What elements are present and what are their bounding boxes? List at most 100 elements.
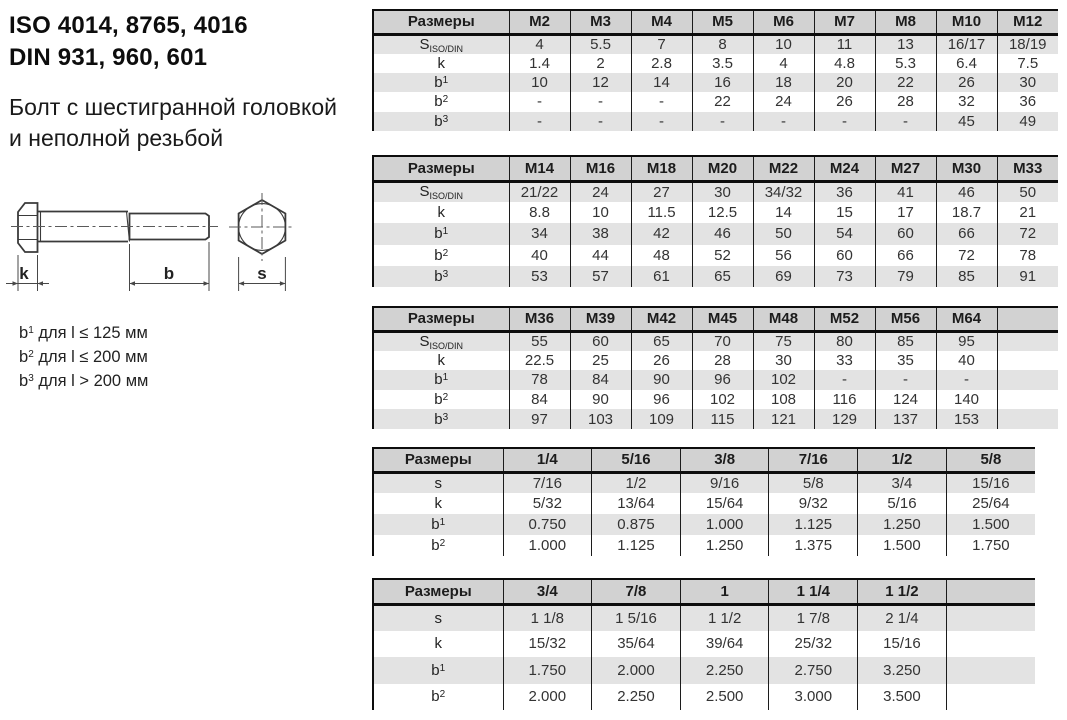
column-header: M3 bbox=[569, 10, 631, 36]
table-header: Размеры 3/4 7/8 1 1 1/4 1 1/2 bbox=[372, 579, 1035, 606]
value-cell: 5.5 bbox=[569, 34, 631, 54]
table-header: Размеры 1/4 5/16 3/8 7/16 1/2 5/8 bbox=[372, 448, 1035, 474]
value-cell: 90 bbox=[630, 370, 692, 390]
value-cell: 5.3 bbox=[874, 53, 936, 73]
value-cell: 56 bbox=[752, 244, 814, 266]
value-cell: 10 bbox=[508, 72, 570, 93]
row-label: b1 bbox=[372, 657, 503, 684]
value-cell: 73 bbox=[813, 265, 875, 287]
value-cell: 35/64 bbox=[591, 630, 681, 657]
row-label: k bbox=[372, 202, 509, 224]
value-cell: 103 bbox=[569, 409, 631, 429]
dimension-b: b bbox=[129, 242, 210, 291]
value-cell-empty bbox=[945, 604, 1035, 631]
value-cell: 1/2 bbox=[591, 472, 681, 493]
row-label: b2 bbox=[372, 244, 509, 266]
row-label: b2 bbox=[372, 92, 509, 112]
value-cell-empty bbox=[996, 331, 1058, 351]
value-cell: 30 bbox=[691, 181, 753, 203]
value-cell: 9/16 bbox=[679, 472, 769, 493]
value-cell: 72 bbox=[996, 223, 1058, 245]
dim-label-s: s bbox=[257, 264, 266, 283]
value-cell: 11.5 bbox=[630, 202, 692, 224]
value-cell: 79 bbox=[874, 265, 936, 287]
table-row: SISO/DIN 55 60 65 70 75 80 85 95 bbox=[372, 331, 1058, 351]
value-cell: 69 bbox=[752, 265, 814, 287]
value-cell: 57 bbox=[569, 265, 631, 287]
value-cell: 4.8 bbox=[813, 53, 875, 73]
value-cell: 2.250 bbox=[591, 683, 681, 710]
value-cell: 18/19 bbox=[996, 34, 1058, 54]
value-cell: 15/16 bbox=[945, 472, 1035, 493]
value-cell: 65 bbox=[630, 331, 692, 351]
value-cell: 40 bbox=[508, 244, 570, 266]
column-header: M30 bbox=[935, 156, 997, 183]
value-cell: 12 bbox=[569, 72, 631, 93]
column-header: M2 bbox=[508, 10, 570, 36]
value-cell: 10 bbox=[569, 202, 631, 224]
value-cell: 91 bbox=[996, 265, 1058, 287]
header-row: Размеры M14 M16 M18 M20 M22 M24 M27 M30 M33 bbox=[372, 156, 1058, 183]
value-cell: - bbox=[935, 370, 997, 390]
value-cell: 61 bbox=[630, 265, 692, 287]
value-cell: - bbox=[569, 111, 631, 132]
table-body: SISO/DIN 4 5.5 7 8 10 11 13 16/17 18/19 k 1.4 2 2.8 3.… bbox=[372, 34, 1058, 132]
value-cell: 9/32 bbox=[768, 493, 858, 514]
value-cell: 18 bbox=[752, 72, 814, 93]
value-cell: 12.5 bbox=[691, 202, 753, 224]
column-header: 7/16 bbox=[768, 448, 858, 474]
value-cell: - bbox=[813, 111, 875, 132]
value-cell: 65 bbox=[691, 265, 753, 287]
value-cell: 15/64 bbox=[679, 493, 769, 514]
value-cell: 102 bbox=[691, 389, 753, 410]
value-cell: 1.250 bbox=[857, 514, 947, 535]
value-cell: 7/16 bbox=[502, 472, 592, 493]
value-cell: 25/64 bbox=[945, 493, 1035, 514]
table-header: Размеры M36 M39 M42 M45 M48 M52 M56 M64 bbox=[372, 307, 1058, 333]
table-row: b2 40 44 48 52 56 60 66 72 78 bbox=[372, 244, 1058, 266]
value-cell: 18.7 bbox=[935, 202, 997, 224]
value-cell: 46 bbox=[935, 181, 997, 203]
value-cell: - bbox=[691, 111, 753, 132]
row-label: b2 bbox=[372, 683, 503, 710]
row-label: SISO/DIN bbox=[372, 181, 509, 203]
value-cell: 38 bbox=[569, 223, 631, 245]
value-cell: - bbox=[569, 92, 631, 112]
value-cell: 3.500 bbox=[857, 683, 947, 710]
bolt-side-view bbox=[11, 202, 218, 253]
column-header: M14 bbox=[508, 156, 570, 183]
value-cell: 50 bbox=[996, 181, 1058, 203]
value-cell: - bbox=[508, 92, 570, 112]
table-metric-m2-m12: Размеры M2 M3 M4 M5 M6 M7 M8 M10 M12 SISO/DIN 4 5.5 7… bbox=[372, 9, 1058, 132]
table-row: SISO/DIN 4 5.5 7 8 10 11 13 16/17 18/19 bbox=[372, 34, 1058, 54]
subtitle-line-2: и неполной резьбой bbox=[9, 125, 224, 151]
value-cell-empty bbox=[945, 657, 1035, 684]
value-cell: 140 bbox=[935, 389, 997, 410]
value-cell: 16/17 bbox=[935, 34, 997, 54]
value-cell-empty bbox=[996, 409, 1058, 429]
value-cell: 28 bbox=[874, 92, 936, 112]
value-cell: 153 bbox=[935, 409, 997, 429]
value-cell: 96 bbox=[691, 370, 753, 390]
value-cell: 78 bbox=[508, 370, 570, 390]
value-cell: 3/4 bbox=[857, 472, 947, 493]
column-header: M18 bbox=[630, 156, 692, 183]
value-cell: 121 bbox=[752, 409, 814, 429]
value-cell: 1.750 bbox=[502, 657, 592, 684]
value-cell: 22.5 bbox=[508, 350, 570, 371]
value-cell: 55 bbox=[508, 331, 570, 351]
value-cell: - bbox=[874, 111, 936, 132]
row-label: b1 bbox=[372, 72, 509, 93]
value-cell: 3.5 bbox=[691, 53, 753, 73]
value-cell: 1.500 bbox=[945, 514, 1035, 535]
value-cell: 72 bbox=[935, 244, 997, 266]
column-header: M42 bbox=[630, 307, 692, 333]
value-cell: 0.875 bbox=[591, 514, 681, 535]
title-iso: ISO 4014, 8765, 4016 bbox=[9, 12, 248, 39]
header-row: Размеры M36 M39 M42 M45 M48 M52 M56 M64 bbox=[372, 307, 1058, 333]
value-cell: 28 bbox=[691, 350, 753, 371]
value-cell: 2.000 bbox=[502, 683, 592, 710]
column-header: 3/4 bbox=[502, 579, 592, 606]
value-cell: 3.000 bbox=[768, 683, 858, 710]
